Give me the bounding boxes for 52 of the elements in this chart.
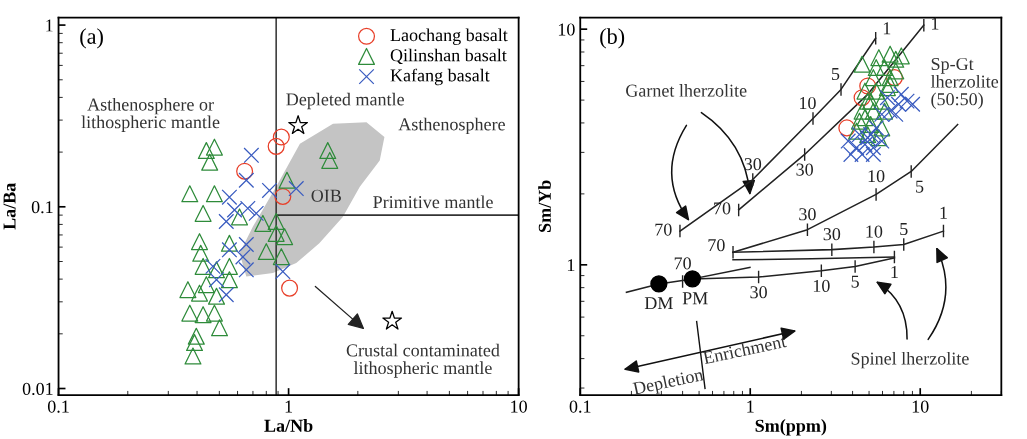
- y-tick-label: 0.01: [22, 382, 53, 396]
- annotation: 30: [799, 208, 816, 221]
- annotation: 5: [831, 68, 840, 81]
- x-tick-label: 10: [912, 400, 929, 413]
- annotation: Depletion: [632, 367, 705, 399]
- annotation: 1: [883, 22, 891, 35]
- legend-label: Qilinshan basalt: [390, 48, 507, 65]
- annotation: Primitive mantle: [373, 195, 493, 209]
- annotation: Enrichment: [702, 334, 787, 365]
- annotation: 70: [714, 202, 731, 215]
- x-tick-label: 0.1: [47, 400, 69, 413]
- y-tick-label: 0.1: [31, 201, 53, 214]
- annotation: 30: [750, 286, 767, 299]
- y-axis-title: La/Ba: [3, 183, 16, 230]
- x-tick-label: 1: [285, 400, 293, 413]
- y-axis-title: Sm/Yb: [538, 180, 551, 232]
- annotation: 10: [800, 96, 816, 110]
- annotation: 10: [868, 170, 885, 183]
- annotation: Asthenosphere: [398, 117, 505, 135]
- annotation: 1: [940, 206, 947, 219]
- annotation: Sp-Gt lherzolite (50:50): [930, 57, 999, 109]
- x-axis-title: La/Nb: [264, 419, 313, 432]
- annotation: 5: [851, 275, 859, 288]
- annotation: 30: [744, 158, 762, 171]
- annotation: DM: [644, 297, 673, 310]
- x-tick-label: 1: [747, 400, 754, 413]
- annotation: 30: [796, 163, 813, 176]
- x-axis-title: Sm(ppm): [755, 419, 827, 436]
- annotation: Depleted mantle: [286, 92, 404, 110]
- x-tick-label: 10: [511, 400, 527, 413]
- chart-title: (b): [600, 28, 625, 49]
- annotation: OIB: [311, 189, 341, 202]
- annotation: PM: [682, 292, 708, 305]
- annotation: 30: [823, 228, 841, 241]
- legend-label: Laochang basalt: [390, 28, 508, 45]
- legend-label: Kafang basalt: [390, 68, 490, 86]
- y-tick-label: 1: [46, 19, 53, 32]
- annotation: Crustal contaminated lithospheric mantle: [346, 343, 500, 378]
- annotation: 10: [813, 279, 830, 293]
- annotation: Garnet lherzolite: [626, 84, 747, 97]
- annotation: Spinel lherzolite: [851, 351, 969, 369]
- annotation: 1: [932, 17, 939, 30]
- annotation: 1: [891, 266, 898, 278]
- annotation: 5: [916, 180, 924, 193]
- annotation: 70: [655, 223, 672, 236]
- annotation: 5: [900, 223, 908, 236]
- annotation: 70: [674, 257, 691, 270]
- annotation: 70: [708, 239, 725, 252]
- x-tick-label: 0.1: [569, 400, 591, 413]
- annotation: 10: [866, 225, 883, 238]
- chart-title: (a): [80, 28, 103, 49]
- annotation: Asthenosphere or lithospheric mantle: [81, 97, 220, 132]
